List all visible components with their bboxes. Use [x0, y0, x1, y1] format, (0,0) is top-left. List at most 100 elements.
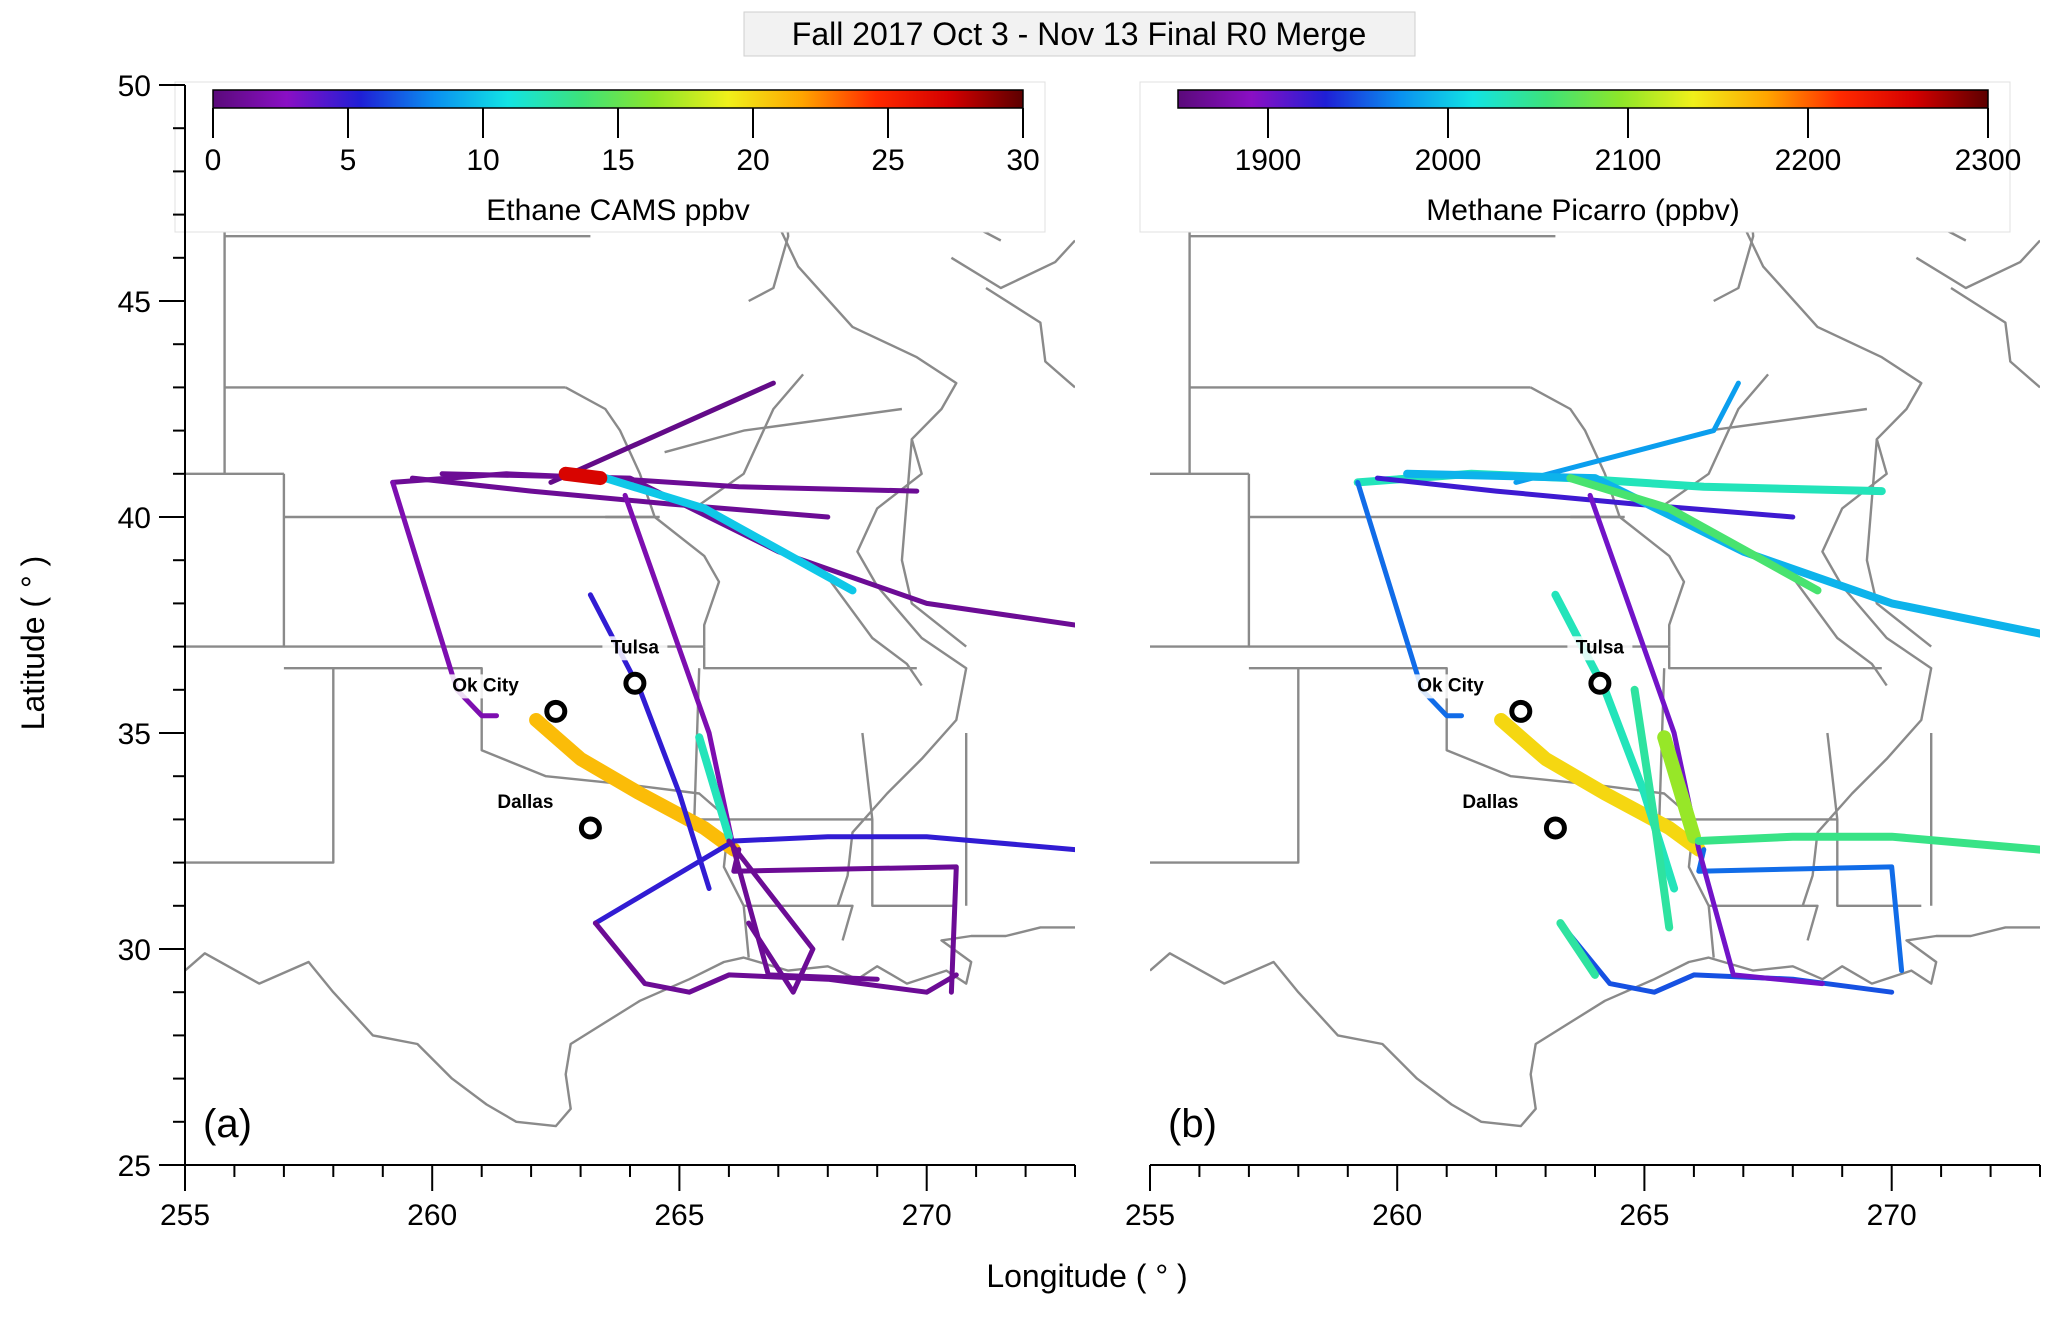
colorbar-title: Methane Picarro (ppbv) — [1426, 194, 1739, 227]
colorbar — [1177, 89, 1989, 109]
city-label-background — [482, 791, 559, 815]
state-border — [1693, 732, 1839, 821]
city-label-background — [436, 674, 524, 699]
flight-track — [1374, 475, 1796, 520]
state-border — [693, 373, 805, 510]
state-border — [950, 239, 1075, 290]
city-marker — [623, 671, 647, 695]
flight-track — [1494, 713, 1706, 857]
colorbar-tick-label: 2100 — [1595, 144, 1662, 177]
x-tick-label: 270 — [902, 1199, 952, 1232]
y-tick-label: 45 — [118, 286, 151, 319]
state-border — [900, 439, 967, 648]
state-border — [1658, 373, 1770, 510]
x-tick-label: 260 — [1372, 1199, 1422, 1232]
flight-track — [1355, 479, 1464, 719]
flight-track — [409, 475, 831, 520]
city-label-background — [1447, 791, 1524, 815]
flight-track — [726, 838, 816, 995]
state-border — [826, 576, 923, 687]
y-tick-label: 35 — [118, 718, 151, 751]
city-label: Ok City — [1417, 675, 1484, 696]
colorbar-tick-label: 5 — [340, 144, 357, 177]
colorbar-tick-label: 20 — [736, 144, 769, 177]
city-label-background — [1567, 636, 1633, 661]
state-border — [1570, 515, 1686, 647]
x-tick-label: 265 — [1619, 1199, 1669, 1232]
y-tick-label: 25 — [118, 1150, 151, 1183]
city-label-background — [602, 636, 668, 661]
flight-track — [1556, 919, 1599, 979]
y-tick-label: 30 — [118, 934, 151, 967]
city-marker — [1588, 671, 1612, 695]
state-border — [1950, 286, 2040, 389]
mississippi-river-border — [1737, 154, 1933, 907]
state-border — [333, 667, 730, 821]
state-border — [1668, 646, 1882, 670]
x-tick-label: 255 — [160, 1199, 210, 1232]
state-border — [1865, 439, 1932, 648]
figure-title: Fall 2017 Oct 3 - Nov 13 Final R0 Merge — [743, 11, 1416, 57]
city-marker — [578, 816, 602, 840]
basemap — [1150, 106, 2040, 1128]
flight-track — [731, 847, 880, 982]
panel-label: (b) — [1168, 1102, 1217, 1146]
flight-track — [695, 733, 733, 841]
flight-track — [548, 380, 776, 485]
y-tick-label: 40 — [118, 502, 151, 535]
y-axis-label: Latitude ( ° ) — [15, 556, 51, 731]
flight-track — [1657, 730, 1701, 844]
x-tick-label: 265 — [654, 1199, 704, 1232]
colorbar-tick-label: 10 — [466, 144, 499, 177]
city-label: Dallas — [1462, 792, 1518, 813]
title-text: Fall 2017 Oct 3 - Nov 13 Final R0 Merge — [792, 16, 1366, 52]
title-box — [743, 11, 1416, 57]
panel-a: Tulsa Ok City Dallas 0 5 10 15 20 25 30 Ethane CAM… — [118, 70, 1076, 1232]
colorbar-tick-label: 1900 — [1235, 144, 1302, 177]
state-border — [703, 646, 917, 670]
colorbar-tick-label: 2200 — [1775, 144, 1842, 177]
state-border — [185, 473, 286, 648]
colorbar-tick-label: 25 — [871, 144, 904, 177]
state-border — [185, 667, 335, 864]
colorbar-tick-label: 30 — [1006, 144, 1039, 177]
mississippi-river-border — [772, 154, 968, 907]
y-tick-label: 50 — [118, 70, 151, 103]
colorbar-tick-label: 2300 — [1955, 144, 2022, 177]
flight-track — [601, 474, 857, 595]
colorbar-tick-label: 2000 — [1415, 144, 1482, 177]
state-border — [985, 286, 1075, 389]
flight-track — [1694, 832, 2040, 854]
colorbar-tick-label: 0 — [205, 144, 222, 177]
x-tick-label: 270 — [1867, 1199, 1917, 1232]
flight-track — [1403, 469, 2040, 638]
colorbar-title: Ethane CAMS ppbv — [486, 194, 749, 227]
flight-track — [558, 466, 608, 486]
state-border — [1150, 667, 1300, 864]
state-border — [664, 407, 903, 454]
state-border — [1836, 819, 1922, 907]
panel-label: (a) — [203, 1102, 252, 1146]
state-border — [1150, 473, 1251, 648]
flight-track — [390, 479, 499, 719]
flight-track — [592, 834, 1075, 926]
flight-track — [1630, 685, 1674, 932]
flight-track — [622, 492, 737, 853]
city-label-background — [1401, 674, 1489, 699]
state-border — [1915, 239, 2040, 290]
city-marker — [544, 699, 568, 723]
panel-b: Tulsa Ok City Dallas 1900 2000 2100 2200 2300 Me… — [1125, 81, 2041, 1232]
state-border — [728, 732, 874, 821]
state-border — [1791, 576, 1888, 687]
flight-track — [1566, 474, 1822, 595]
flight-track — [1513, 380, 1741, 485]
coastline — [1150, 926, 2040, 1128]
flight-track — [592, 920, 959, 995]
basemap — [185, 106, 1075, 1128]
state-border — [605, 515, 721, 647]
flight-track — [439, 471, 1075, 628]
x-tick-label: 260 — [407, 1199, 457, 1232]
colorbar-tick-label: 15 — [601, 144, 634, 177]
city-label: Tulsa — [611, 637, 660, 658]
